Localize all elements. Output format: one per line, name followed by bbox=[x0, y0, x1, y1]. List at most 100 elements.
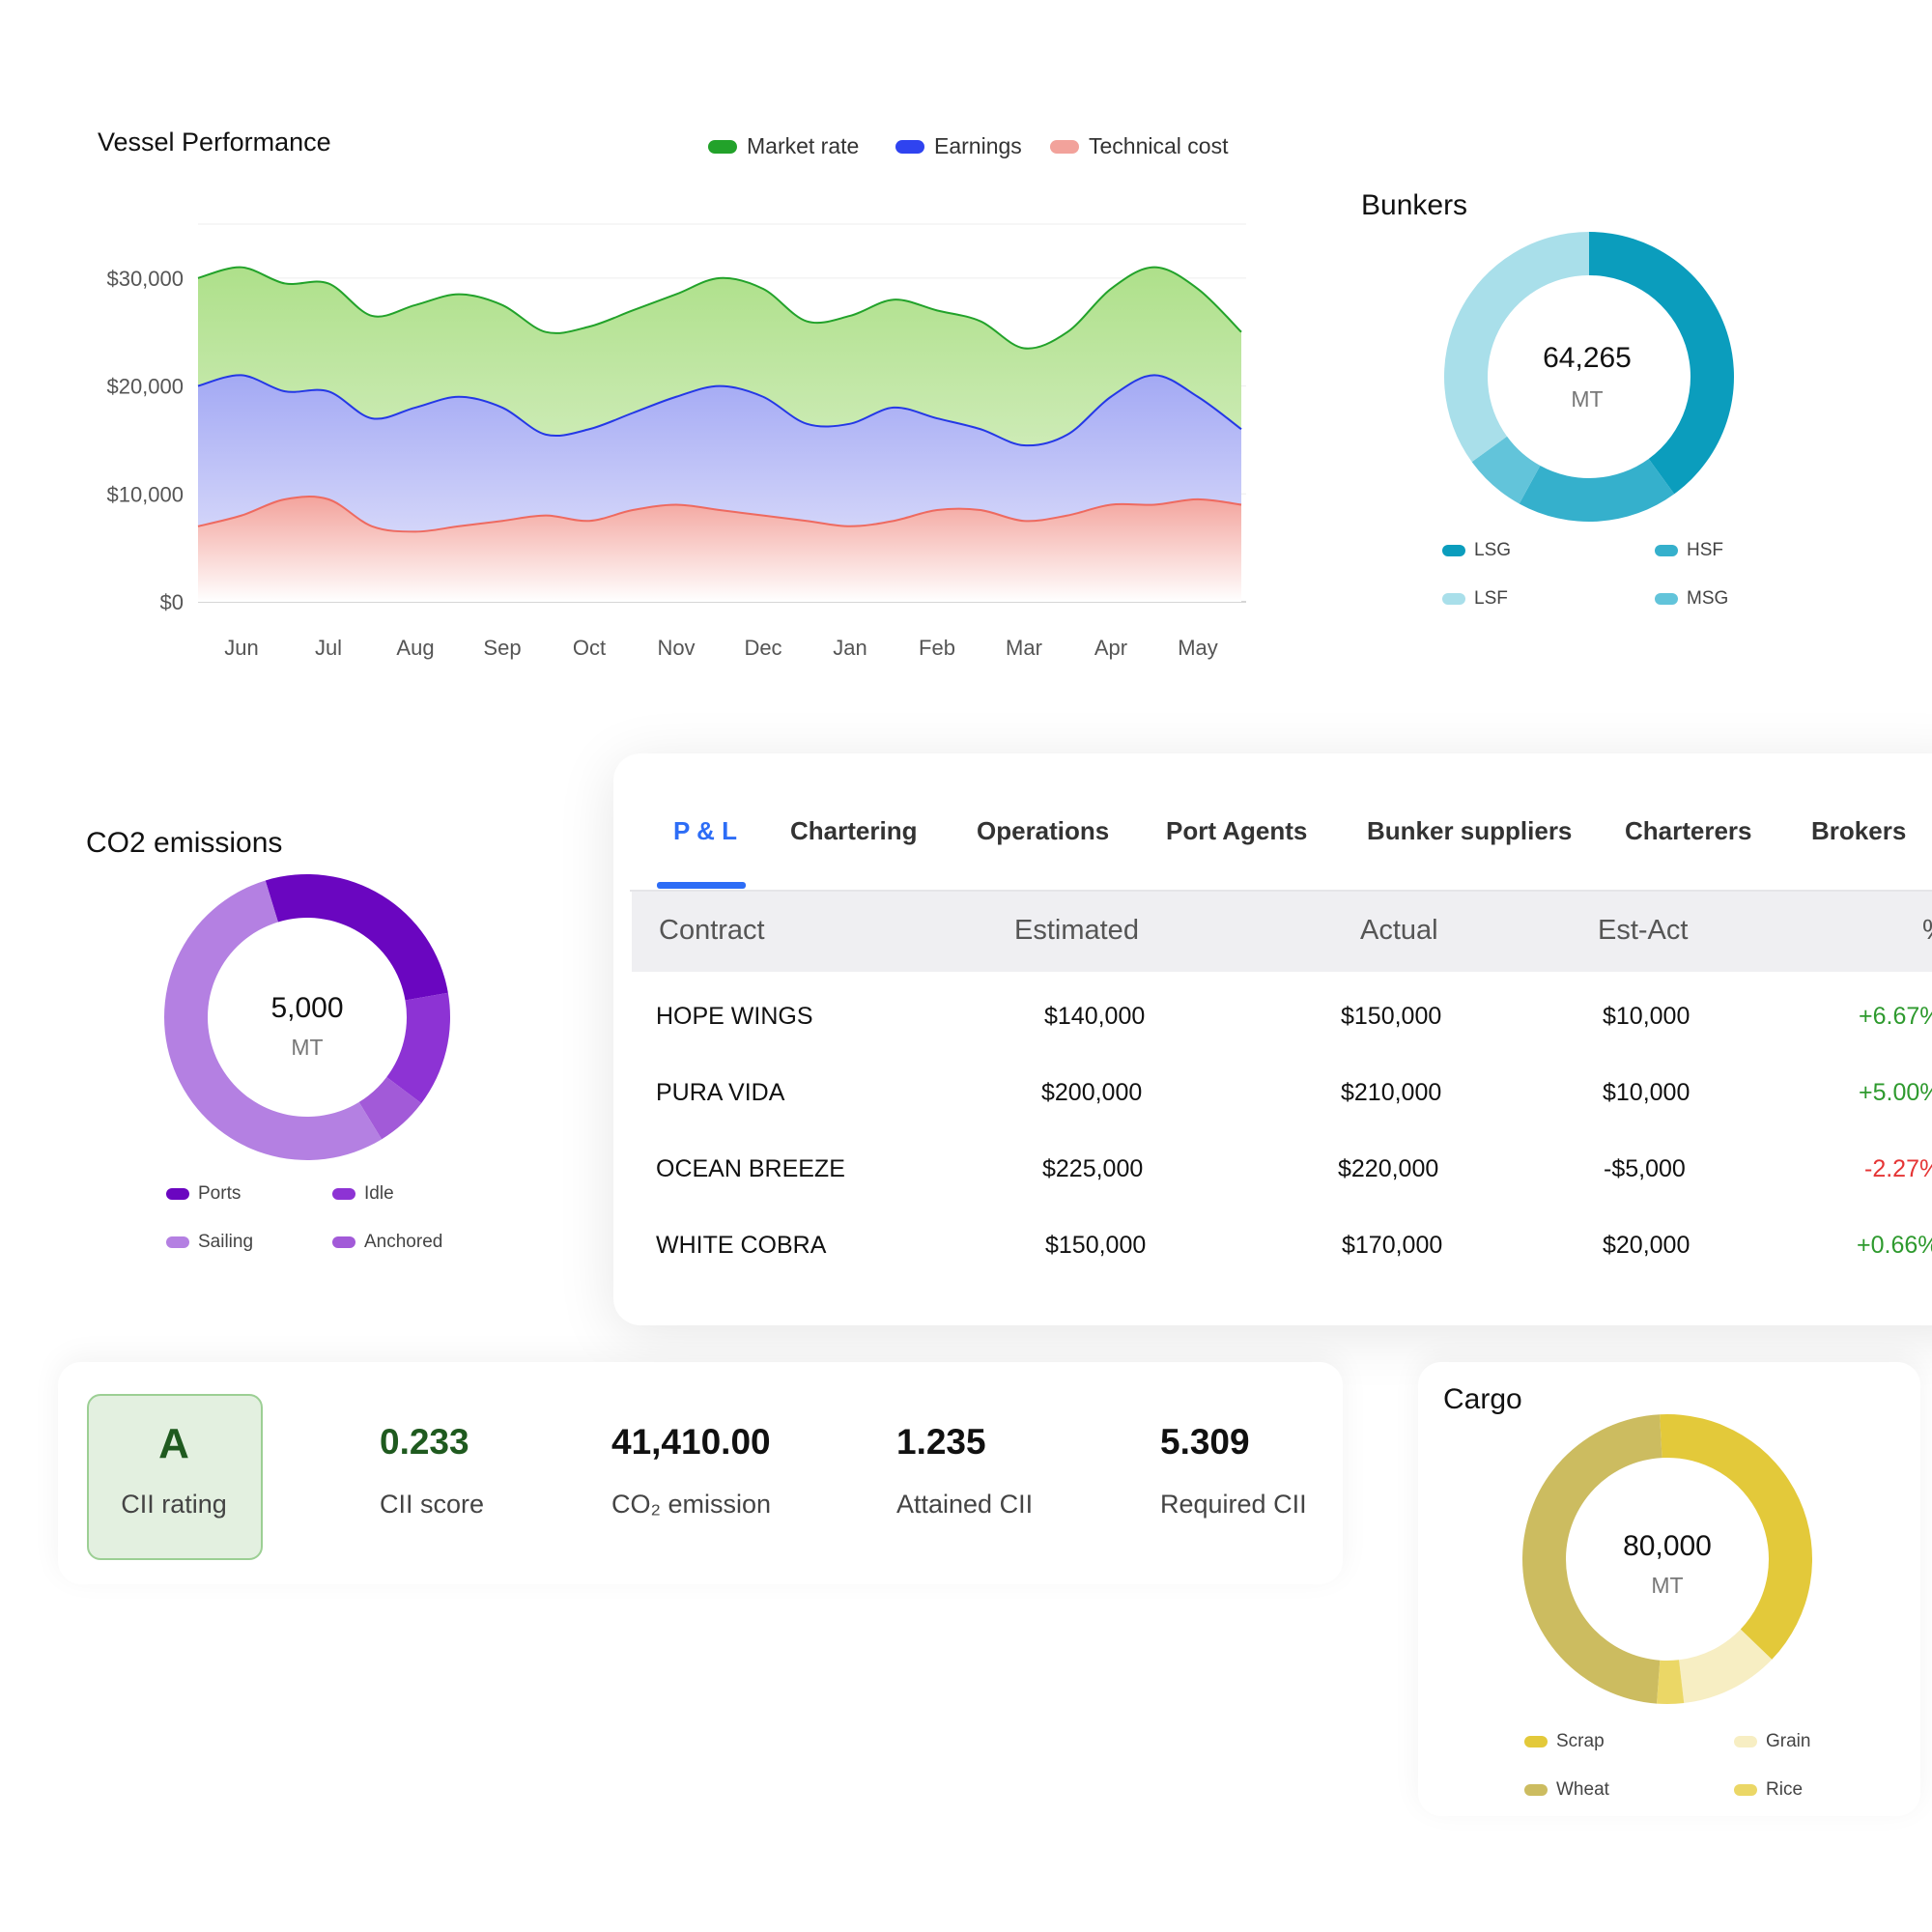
col-contract[interactable]: Contract bbox=[659, 915, 765, 946]
legend-label: LSG bbox=[1474, 540, 1512, 560]
attained-cii-value: 1.235 bbox=[896, 1422, 986, 1462]
sailing-swatch bbox=[166, 1236, 189, 1248]
tab-chartering[interactable]: Chartering bbox=[790, 816, 918, 845]
table-header bbox=[632, 892, 1932, 972]
cell-actual: $220,000 bbox=[1338, 1155, 1439, 1182]
col-est-act[interactable]: Est-Act bbox=[1598, 915, 1689, 946]
active-tab-indicator bbox=[657, 882, 746, 889]
cell-actual: $170,000 bbox=[1342, 1232, 1443, 1259]
scrap-slice[interactable] bbox=[1660, 1414, 1812, 1660]
bunkers-legend-msg[interactable]: MSG bbox=[1655, 588, 1728, 610]
tab-pl[interactable]: P & L bbox=[673, 816, 737, 845]
co2-title: CO2 emissions bbox=[86, 827, 283, 859]
col-actual[interactable]: Actual bbox=[1360, 915, 1438, 946]
cargo-legend-scrap[interactable]: Scrap bbox=[1524, 1731, 1605, 1752]
y-tick-label: $10,000 bbox=[106, 482, 184, 506]
tab-divider bbox=[630, 890, 1932, 892]
cell-actual: $150,000 bbox=[1341, 1003, 1442, 1030]
co2-total: 5,000 bbox=[270, 992, 344, 1024]
legend-label: Idle bbox=[364, 1183, 394, 1204]
vessel-performance-title: Vessel Performance bbox=[98, 128, 331, 156]
x-tick-label: Jan bbox=[833, 636, 867, 660]
anchored-swatch bbox=[332, 1236, 355, 1248]
col-estimated[interactable]: Estimated bbox=[1014, 915, 1139, 946]
sailing-slice[interactable] bbox=[164, 880, 383, 1160]
legend-label: Technical cost bbox=[1089, 133, 1229, 158]
x-tick-label: Apr bbox=[1094, 636, 1127, 660]
co2-legend-idle[interactable]: Idle bbox=[332, 1183, 394, 1205]
x-tick-label: Nov bbox=[657, 636, 695, 660]
legend-label: Market rate bbox=[747, 133, 860, 158]
cargo-total: 80,000 bbox=[1623, 1530, 1712, 1562]
cii-score-label: CII score bbox=[380, 1490, 485, 1519]
bunkers-donut bbox=[1444, 232, 1734, 522]
y-tick-label: $20,000 bbox=[106, 375, 184, 399]
msg-slice[interactable] bbox=[1471, 436, 1541, 504]
legend-label: Anchored bbox=[364, 1232, 443, 1252]
cell-estimated: $200,000 bbox=[1041, 1079, 1143, 1106]
lsg-swatch bbox=[1442, 545, 1465, 556]
bunkers-legend-hsf[interactable]: HSF bbox=[1655, 540, 1723, 561]
co2-legend-anchored[interactable]: Anchored bbox=[332, 1232, 442, 1253]
idle-slice[interactable] bbox=[386, 992, 450, 1104]
legend-label: Grain bbox=[1766, 1731, 1811, 1751]
tab-bunker-suppliers[interactable]: Bunker suppliers bbox=[1367, 816, 1573, 845]
cell-est-act: $10,000 bbox=[1603, 1079, 1690, 1106]
tab-operations[interactable]: Operations bbox=[977, 816, 1110, 845]
legend-market-rate[interactable]: Market rate bbox=[708, 133, 859, 159]
legend-technical-cost[interactable]: Technical cost bbox=[1050, 133, 1228, 159]
grain-slice[interactable] bbox=[1679, 1629, 1773, 1704]
technical-cost-line bbox=[197, 496, 1242, 533]
legend-label: Rice bbox=[1766, 1779, 1804, 1800]
co2-legend-sailing[interactable]: Sailing bbox=[166, 1232, 253, 1253]
bunkers-total: 64,265 bbox=[1543, 342, 1632, 374]
cii-rating-badge bbox=[87, 1394, 263, 1560]
legend-earnings[interactable]: Earnings bbox=[895, 133, 1022, 159]
tab-charterers[interactable]: Charterers bbox=[1625, 816, 1752, 845]
bunkers-title: Bunkers bbox=[1361, 189, 1468, 221]
x-tick-label: Oct bbox=[573, 636, 606, 660]
cargo-unit: MT bbox=[1651, 1573, 1684, 1598]
legend-label: Earnings bbox=[934, 133, 1022, 158]
lsg-slice[interactable] bbox=[1589, 232, 1734, 495]
rice-swatch bbox=[1734, 1784, 1757, 1796]
ports-slice[interactable] bbox=[265, 874, 448, 1001]
vessel-performance-chart: $0 $10,000 $20,000 $30,000 Jun Jul Aug Sep Oct N… bbox=[106, 223, 1246, 660]
x-tick-label: Aug bbox=[396, 636, 434, 660]
x-tick-label: Sep bbox=[483, 636, 521, 660]
y-tick-label: $0 bbox=[160, 590, 184, 614]
y-tick-label: $30,000 bbox=[106, 267, 184, 291]
lsf-slice[interactable] bbox=[1444, 232, 1589, 463]
hsf-slice[interactable] bbox=[1519, 458, 1675, 522]
msg-swatch bbox=[1655, 593, 1678, 605]
cell-est-act: -$5,000 bbox=[1604, 1155, 1686, 1182]
tab-brokers[interactable]: Brokers bbox=[1811, 816, 1907, 845]
wheat-slice[interactable] bbox=[1522, 1414, 1662, 1704]
grain-swatch bbox=[1734, 1736, 1757, 1747]
co2-legend-ports[interactable]: Ports bbox=[166, 1183, 241, 1205]
cargo-legend-rice[interactable]: Rice bbox=[1734, 1779, 1803, 1801]
cii-card bbox=[58, 1362, 1343, 1584]
legend-label: Sailing bbox=[198, 1232, 254, 1252]
wheat-swatch bbox=[1524, 1784, 1548, 1796]
x-tick-label: Feb bbox=[919, 636, 955, 660]
cargo-donut bbox=[1522, 1414, 1812, 1704]
legend-label: Ports bbox=[198, 1183, 242, 1204]
bunkers-legend-lsf[interactable]: LSF bbox=[1442, 588, 1508, 610]
cargo-title: Cargo bbox=[1443, 1383, 1522, 1415]
cell-percent: +6.67% bbox=[1859, 1003, 1932, 1030]
cell-est-act: $10,000 bbox=[1603, 1003, 1690, 1030]
col-percent[interactable]: % bbox=[1922, 915, 1932, 947]
bunkers-legend-lsg[interactable]: LSG bbox=[1442, 540, 1511, 561]
cell-percent: +0.66% bbox=[1857, 1232, 1932, 1259]
anchored-slice[interactable] bbox=[358, 1076, 422, 1140]
x-tick-label: Mar bbox=[1006, 636, 1042, 660]
hsf-swatch bbox=[1655, 545, 1678, 556]
cargo-legend-wheat[interactable]: Wheat bbox=[1524, 1779, 1609, 1801]
cell-contract: WHITE COBRA bbox=[656, 1232, 827, 1259]
earnings-swatch bbox=[895, 139, 924, 154]
tab-port-agents[interactable]: Port Agents bbox=[1166, 816, 1308, 845]
cargo-legend-grain[interactable]: Grain bbox=[1734, 1731, 1810, 1752]
rice-slice[interactable] bbox=[1657, 1660, 1685, 1704]
x-tick-label: Dec bbox=[744, 636, 781, 660]
